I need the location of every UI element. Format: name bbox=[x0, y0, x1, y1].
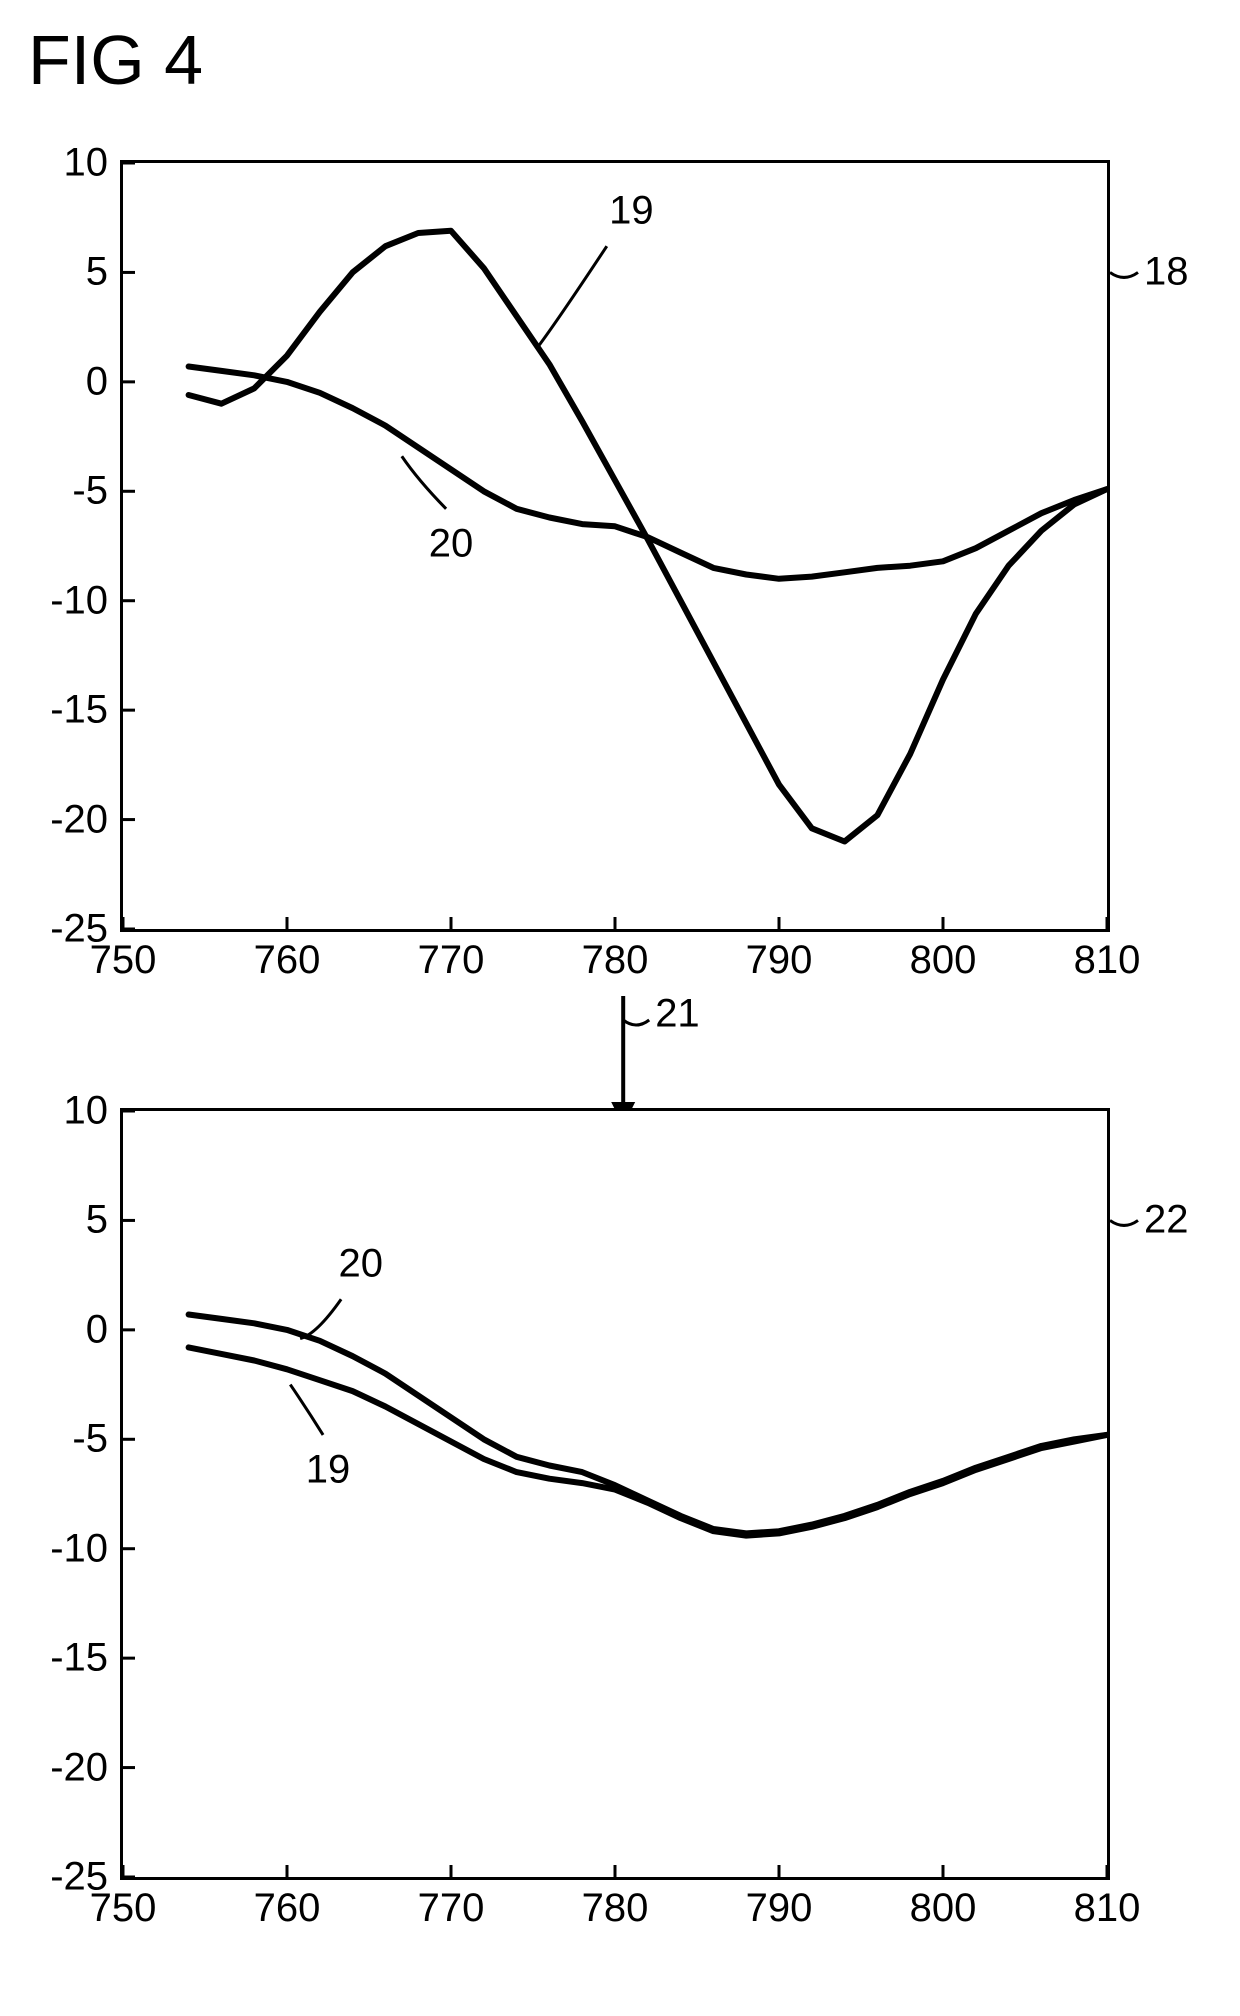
chart-2-overlay bbox=[0, 0, 1240, 2016]
x-tick-label: 780 bbox=[582, 1886, 649, 1931]
y-tick-label: -25 bbox=[50, 1855, 108, 1900]
x-tick-label: 810 bbox=[1074, 938, 1141, 983]
y-tick-label: -20 bbox=[50, 797, 108, 842]
series-callout-19: 19 bbox=[306, 1447, 351, 1492]
arrow-label: 21 bbox=[655, 992, 700, 1037]
y-tick-label: -5 bbox=[72, 469, 108, 514]
y-tick-label: -25 bbox=[50, 907, 108, 952]
series-callout-20: 20 bbox=[429, 521, 474, 566]
y-tick-label: 0 bbox=[86, 359, 108, 404]
y-tick-label: 0 bbox=[86, 1307, 108, 1352]
panel-ref-22: 22 bbox=[1144, 1198, 1189, 1243]
y-tick-label: -10 bbox=[50, 578, 108, 623]
x-tick-label: 800 bbox=[910, 938, 977, 983]
y-tick-label: 10 bbox=[64, 141, 109, 186]
y-tick-label: 10 bbox=[64, 1089, 109, 1134]
y-tick-label: -15 bbox=[50, 1636, 108, 1681]
x-tick-label: 760 bbox=[254, 1886, 321, 1931]
x-tick-label: 790 bbox=[746, 1886, 813, 1931]
x-tick-label: 770 bbox=[418, 1886, 485, 1931]
y-tick-label: 5 bbox=[86, 1198, 108, 1243]
x-tick-label: 770 bbox=[418, 938, 485, 983]
x-tick-label: 800 bbox=[910, 1886, 977, 1931]
x-tick-label: 790 bbox=[746, 938, 813, 983]
x-tick-label: 760 bbox=[254, 938, 321, 983]
y-tick-label: 5 bbox=[86, 250, 108, 295]
y-tick-label: -15 bbox=[50, 688, 108, 733]
y-tick-label: -5 bbox=[72, 1417, 108, 1462]
series-callout-20: 20 bbox=[339, 1242, 384, 1287]
x-tick-label: 810 bbox=[1074, 1886, 1141, 1931]
y-tick-label: -20 bbox=[50, 1745, 108, 1790]
y-tick-label: -10 bbox=[50, 1526, 108, 1571]
x-tick-label: 780 bbox=[582, 938, 649, 983]
ref-hook bbox=[1110, 1220, 1138, 1225]
panel-ref-18: 18 bbox=[1144, 250, 1189, 295]
series-callout-19: 19 bbox=[609, 189, 654, 234]
